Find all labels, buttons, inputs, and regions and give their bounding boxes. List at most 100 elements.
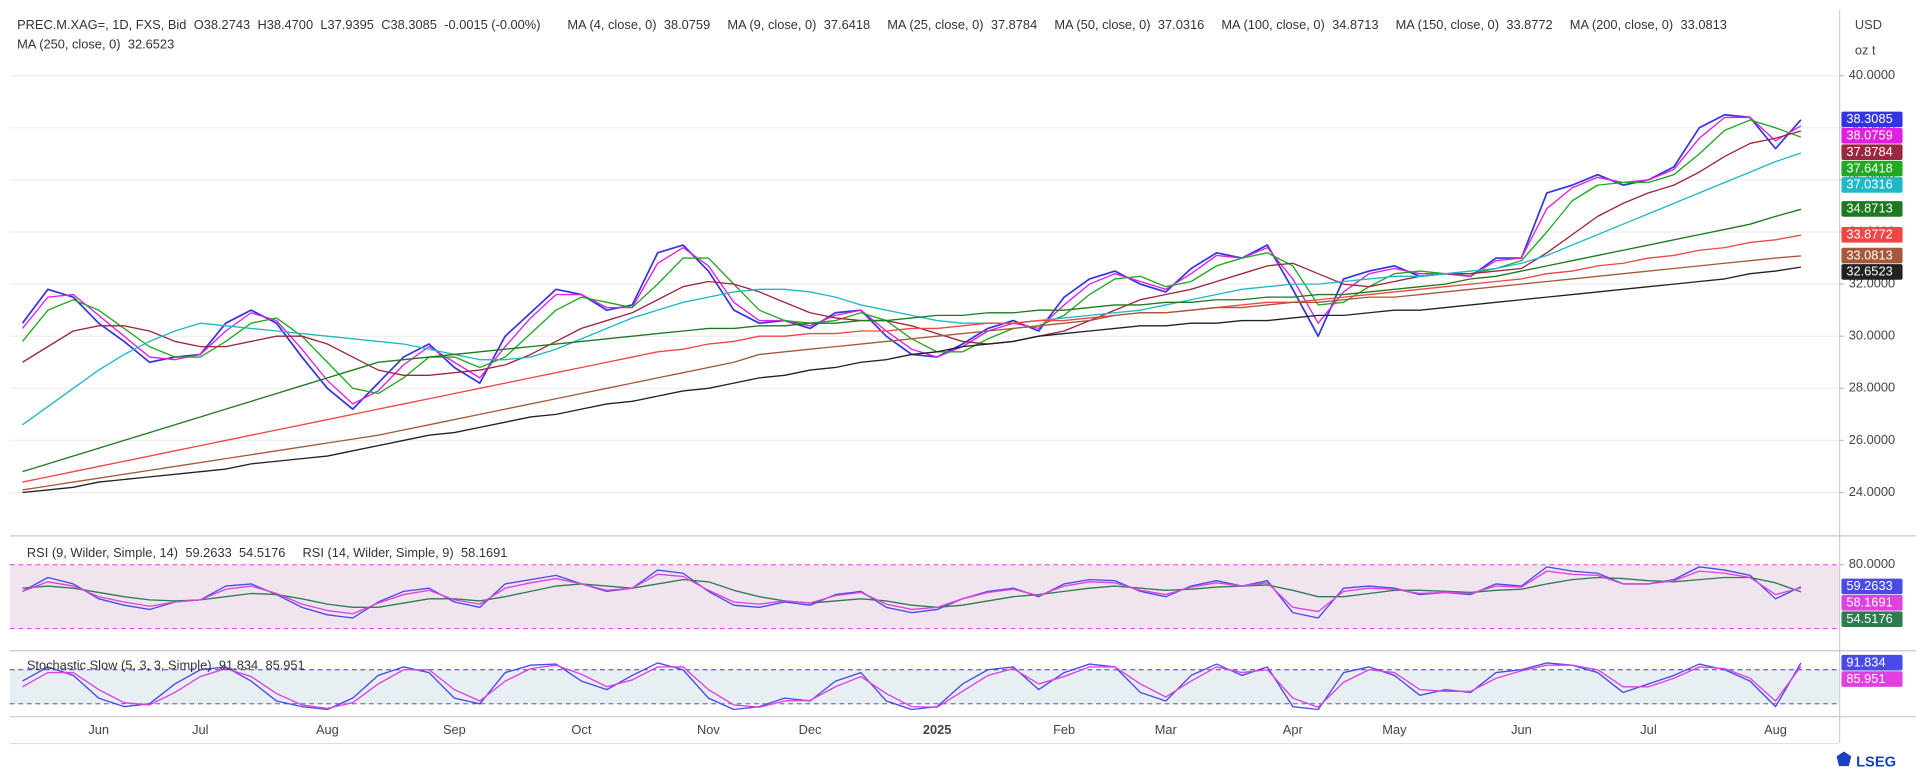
legend-value: 34.8713 [1332,17,1378,32]
indicator-line [22,576,1802,609]
indicator-line [22,266,1802,494]
value-badge-label: 37.6418 [1846,160,1892,175]
indicator-line [22,130,1802,376]
x-tick-label: Oct [571,722,591,737]
y-tick-label: 30.0000 [1849,328,1895,343]
plot-lines [22,566,1802,619]
axis-unit: oz t [1855,43,1876,58]
plot-lines [21,113,1802,494]
y-tick-label: 80.0000 [1849,556,1895,571]
value-badge [1841,127,1903,144]
indicator-line [22,255,1801,491]
legend-value: 38.0759 [664,17,710,32]
x-tick-label: Jul [1640,722,1656,737]
indicator-line [22,234,1802,483]
legend-label: MA (4, close, 0) [567,17,656,32]
band-fill [9,669,1840,704]
legend-label: MA (250, close, 0) [17,37,120,52]
legend-label: MA (150, close, 0) [1396,17,1499,32]
brand-logo: LSEG [1836,751,1896,770]
value-badge-label: 91.834 [1846,654,1885,669]
value-badge [1841,160,1903,177]
legend-value: 37.8784 [991,17,1037,32]
value-badge [1841,247,1903,264]
value-badge [1841,578,1903,595]
legend-label: RSI (14, Wilder, Simple, 9) [303,545,454,560]
value-badge [1841,654,1903,671]
y-tick-label: 24.0000 [1849,484,1895,499]
band-fill [9,564,1840,629]
value-badge [1841,111,1903,128]
legend-value: 37.6418 [824,17,870,32]
x-tick-label: Nov [697,722,720,737]
indicator-line [22,566,1802,619]
x-tick-label: Jun [88,722,109,737]
legend-value: 33.8772 [1506,17,1552,32]
ohlc-value: O38.2743 [194,17,250,32]
value-badge-label: 37.0316 [1846,177,1892,192]
y-tick-label: 40.0000 [1849,67,1895,82]
legend-label: MA (9, close, 0) [727,17,816,32]
value-badge [1841,227,1903,243]
value-badge [1841,201,1903,217]
indicator-line [22,152,1802,426]
plot-lines [22,662,1802,711]
indicator-line [22,664,1802,710]
legend-value: 59.2633 [185,545,231,560]
indicator-line [22,208,1802,473]
x-tick-label: Feb [1053,722,1075,737]
x-tick-label: 2025 [923,722,952,737]
x-tick-label: Jul [192,722,208,737]
x-tick-label: Mar [1155,722,1178,737]
legend-label: MA (25, close, 0) [887,17,983,32]
legend-value: 58.1691 [461,545,507,560]
value-badge [1841,264,1903,280]
value-badge [1841,177,1903,193]
legend-value: 32.6523 [128,37,174,52]
value-badge-label: 37.8784 [1846,144,1892,159]
x-tick-label: May [1382,722,1407,737]
x-tick-label: Apr [1283,722,1304,737]
value-badge-label: 33.8772 [1846,227,1892,242]
legend-label: RSI (9, Wilder, Simple, 14) [27,545,178,560]
x-tick-label: Aug [316,722,339,737]
legend-value: 33.0813 [1681,17,1727,32]
value-badge-label: 34.8713 [1846,201,1892,216]
legend-value: 85.951 [265,657,304,672]
legend-value: 91.834 [219,657,258,672]
chart-title: PREC.M.XAG=, 1D, FXS, Bid [17,17,186,32]
axis-unit: USD [1855,17,1882,32]
x-tick-label: Dec [799,722,822,737]
value-badge-label: 38.0759 [1846,128,1892,143]
ohlc-value: L37.9395 [320,17,374,32]
legend-label: MA (100, close, 0) [1221,17,1324,32]
value-badge-label: 58.1691 [1846,595,1892,610]
legend-value: 37.0316 [1158,17,1204,32]
value-badge-label: 54.5176 [1846,611,1892,626]
value-badge-label: 59.2633 [1846,578,1892,593]
value-badge [1841,671,1903,687]
value-badge [1841,144,1903,160]
ohlc-value: C38.3085 [381,17,437,32]
y-tick-label: 28.0000 [1849,380,1895,395]
value-badge-label: 33.0813 [1846,247,1892,262]
brand-icon [1836,751,1852,767]
legend-label: MA (50, close, 0) [1054,17,1150,32]
legend-value: 54.5176 [239,545,285,560]
x-tick-label: Aug [1764,722,1787,737]
value-badge [1841,611,1903,628]
value-badge [1841,595,1903,611]
value-badge-label: 38.3085 [1846,111,1892,126]
x-tick-label: Jun [1511,722,1532,737]
value-badge-label: 32.6523 [1846,264,1892,279]
indicator-line [21,116,1802,405]
indicator-line [22,570,1802,615]
y-tick-label: 26.0000 [1849,432,1895,447]
indicator-line [22,662,1802,711]
brand-name: LSEG [1856,754,1896,770]
legend-label: MA (200, close, 0) [1570,17,1673,32]
legend-label: Stochastic Slow (5, 3, 3, Simple) [27,657,212,672]
